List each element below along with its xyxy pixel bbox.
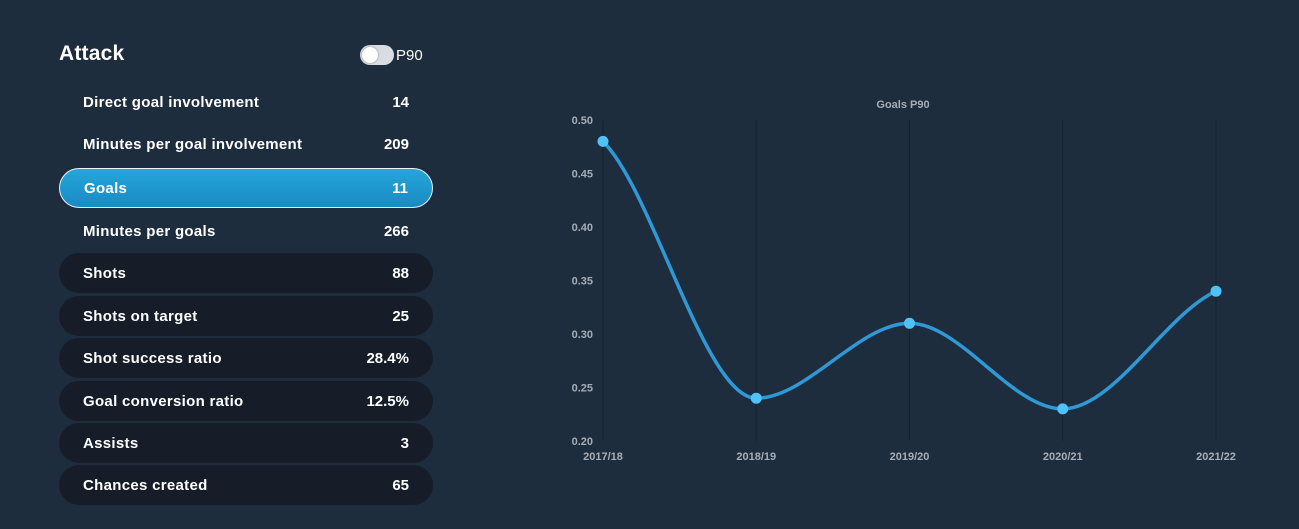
stat-row[interactable]: Minutes per goals 266 — [59, 211, 433, 251]
stat-row[interactable]: Shot success ratio 28.4% — [59, 338, 433, 378]
stat-value: 28.4% — [366, 349, 409, 367]
goals-p90-chart: Goals P90 0.50 0.45 0.40 0.35 0.30 0.25 0.20 2… — [572, 99, 1236, 463]
toggle-switch[interactable] — [360, 45, 394, 65]
x-axis-ticks: 2017/18 2018/19 2019/20 2020/21 2021/22 — [583, 451, 1236, 463]
y-tick-label: 0.20 — [572, 436, 593, 448]
x-tick-label: 2020/21 — [1043, 451, 1083, 463]
chart-grid — [602, 120, 1217, 441]
stat-value: 12.5% — [366, 392, 409, 410]
y-tick-label: 0.25 — [572, 383, 593, 395]
y-tick-label: 0.45 — [572, 169, 593, 181]
y-tick-label: 0.50 — [572, 115, 593, 127]
stat-row[interactable]: Goal conversion ratio 12.5% — [59, 381, 433, 421]
stat-label: Shots on target — [83, 307, 198, 325]
stat-row[interactable]: Minutes per goal involvement 209 — [59, 124, 433, 164]
data-point[interactable] — [750, 392, 762, 404]
data-point[interactable] — [597, 135, 609, 147]
p90-toggle[interactable]: P90 — [360, 45, 423, 65]
series-points — [597, 135, 1222, 415]
stat-row[interactable]: Chances created 65 — [59, 465, 433, 505]
stat-label: Assists — [83, 434, 139, 452]
stat-value: 266 — [383, 222, 409, 240]
stat-row[interactable]: Direct goal involvement 14 — [59, 82, 433, 122]
x-tick-label: 2019/20 — [890, 451, 930, 463]
stat-value: 3 — [400, 434, 409, 452]
stat-label: Direct goal involvement — [83, 93, 260, 111]
data-point[interactable] — [1057, 403, 1069, 415]
stat-label: Chances created — [83, 476, 208, 494]
stat-value: 14 — [392, 93, 409, 111]
stat-row[interactable]: Goals 11 — [59, 168, 433, 208]
stat-label: Goal conversion ratio — [83, 392, 244, 410]
stat-label: Minutes per goals — [83, 222, 216, 240]
stat-row[interactable]: Shots 88 — [59, 253, 433, 293]
x-tick-label: 2017/18 — [583, 451, 623, 463]
chart-title: Goals P90 — [876, 99, 929, 111]
y-axis-ticks: 0.50 0.45 0.40 0.35 0.30 0.25 0.20 — [572, 115, 593, 448]
stat-value: 11 — [392, 179, 408, 197]
stat-row[interactable]: Shots on target 25 — [59, 296, 433, 336]
toggle-label: P90 — [396, 46, 423, 64]
stat-label: Minutes per goal involvement — [83, 135, 303, 153]
panel-title: Attack — [59, 42, 125, 65]
stat-value: 88 — [392, 264, 409, 282]
x-tick-label: 2021/22 — [1196, 451, 1236, 463]
series-line-goals-p90 — [601, 139, 1218, 411]
toggle-knob — [362, 47, 378, 63]
y-tick-label: 0.35 — [572, 276, 593, 288]
stat-label: Shots — [83, 264, 127, 282]
data-point[interactable] — [1210, 285, 1222, 297]
y-tick-label: 0.30 — [572, 329, 593, 341]
y-tick-label: 0.40 — [572, 222, 593, 234]
stat-value: 25 — [392, 307, 409, 325]
stat-value: 65 — [392, 476, 409, 494]
stat-label: Goals — [84, 179, 128, 197]
stat-row[interactable]: Assists 3 — [59, 423, 433, 463]
x-tick-label: 2018/19 — [736, 451, 776, 463]
stat-value: 209 — [383, 135, 409, 153]
stat-label: Shot success ratio — [83, 349, 222, 367]
data-point[interactable] — [904, 317, 915, 329]
